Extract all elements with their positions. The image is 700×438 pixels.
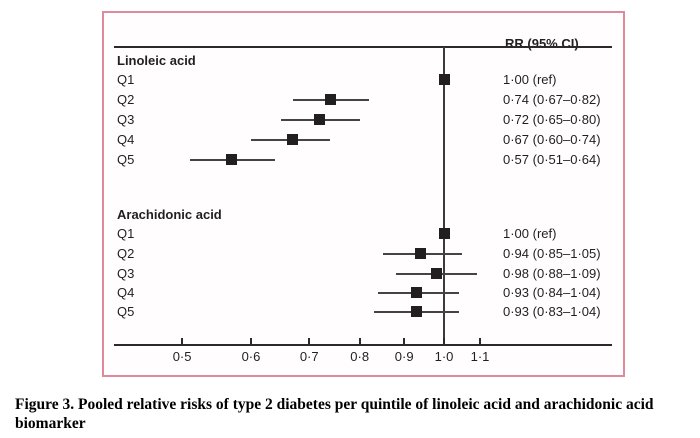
quintile-label: Q2: [117, 246, 135, 261]
figure-caption-line1: Figure 3. Pooled relative risks of type …: [15, 396, 654, 413]
x-tick-label: 0·6: [241, 349, 261, 364]
point-estimate-marker: [314, 114, 326, 125]
quintile-label: Q3: [117, 112, 135, 127]
forest-row: Q3 0·72 (0·65–0·80): [104, 110, 621, 130]
forest-row: Q5 0·57 (0·51–0·64): [104, 150, 621, 170]
forest-row: Q3 0·98 (0·88–1·09): [104, 264, 621, 284]
point-estimate-marker: [411, 306, 423, 317]
forest-plot-frame: RR (95% CI) 0·5 0·6 0·7 0·8 0·9 1·0 1·1 Linole…: [102, 11, 625, 377]
rr-value: 0·57 (0·51–0·64): [503, 152, 601, 167]
x-tick-label: 0·7: [299, 349, 319, 364]
x-tick-label: 0·9: [394, 349, 414, 364]
reference-line: [443, 47, 445, 344]
rr-value: 1·00 (ref): [503, 72, 557, 87]
forest-row: Q4 0·93 (0·84–1·04): [104, 283, 621, 303]
point-estimate-marker: [438, 228, 450, 239]
point-estimate-marker: [287, 134, 299, 145]
point-estimate-marker: [411, 287, 423, 298]
x-tick-mark: [249, 338, 252, 345]
figure-caption-line2: biomarker: [15, 414, 86, 432]
rr-value: 0·67 (0·60–0·74): [503, 132, 601, 147]
x-tick-mark: [403, 338, 406, 345]
rr-value: 0·93 (0·84–1·04): [503, 285, 601, 300]
rr-value: 1·00 (ref): [503, 226, 557, 241]
forest-row: Q2 0·94 (0·85–1·05): [104, 244, 621, 264]
x-tick-mark: [443, 338, 445, 345]
x-tick-mark: [479, 338, 481, 345]
x-tick-label: 1·0: [434, 349, 454, 364]
figure-caption: Figure 3. Pooled relative risks of type …: [15, 396, 693, 434]
quintile-label: Q3: [117, 266, 135, 281]
x-tick-label: 0·5: [172, 349, 192, 364]
forest-row: Q1 1·00 (ref): [104, 70, 621, 90]
group-header: Arachidonic acid: [117, 207, 222, 222]
rr-value: 0·72 (0·65–0·80): [503, 112, 601, 127]
point-estimate-marker: [430, 268, 442, 279]
quintile-label: Q1: [117, 226, 135, 241]
x-tick-mark: [181, 338, 184, 345]
x-axis-line: [114, 344, 612, 346]
forest-row: Q5 0·93 (0·83–1·04): [104, 302, 621, 322]
point-estimate-marker: [226, 154, 238, 165]
header-rule: [114, 46, 612, 48]
forest-row: Q2 0·74 (0·67–0·82): [104, 90, 621, 110]
quintile-label: Q1: [117, 72, 135, 87]
rr-value: 0·93 (0·83–1·04): [503, 304, 601, 319]
rr-value: 0·98 (0·88–1·09): [503, 266, 601, 281]
forest-row: Q1 1·00 (ref): [104, 224, 621, 244]
x-tick-label: 1·1: [470, 349, 490, 364]
forest-row: Q4 0·67 (0·60–0·74): [104, 130, 621, 150]
x-tick-mark: [358, 338, 361, 345]
quintile-label: Q5: [117, 304, 135, 319]
point-estimate-marker: [324, 94, 336, 105]
quintile-label: Q5: [117, 152, 135, 167]
group-header: Linoleic acid: [117, 53, 196, 68]
quintile-label: Q2: [117, 92, 135, 107]
rr-value: 0·94 (0·85–1·05): [503, 246, 601, 261]
rr-column-header: RR (95% CI): [505, 36, 579, 51]
rr-value: 0·74 (0·67–0·82): [503, 92, 601, 107]
point-estimate-marker: [438, 74, 450, 85]
quintile-label: Q4: [117, 132, 135, 147]
x-tick-mark: [308, 338, 311, 345]
quintile-label: Q4: [117, 285, 135, 300]
point-estimate-marker: [415, 248, 427, 259]
x-tick-label: 0·8: [350, 349, 370, 364]
